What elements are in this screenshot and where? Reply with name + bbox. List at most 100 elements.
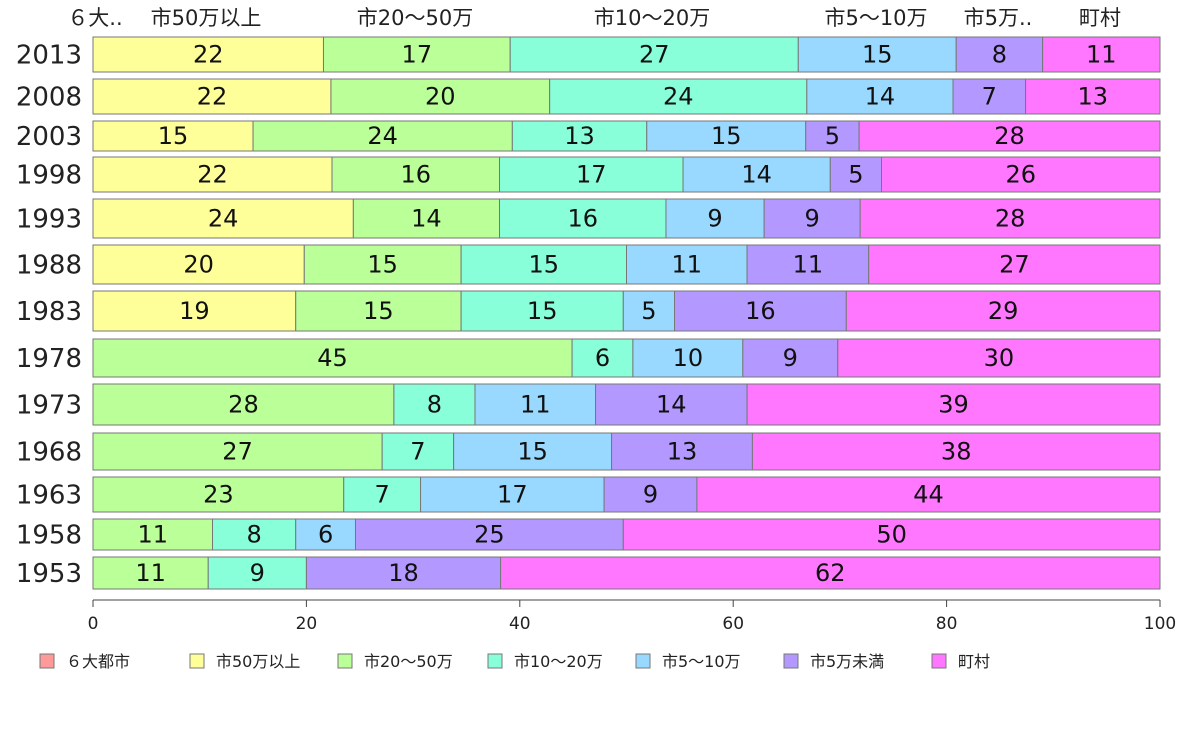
bar-value-label: 45 bbox=[317, 344, 348, 372]
top-series-label: 市5万.. bbox=[964, 6, 1033, 30]
bar-segment bbox=[751, 432, 1161, 471]
bar-value-label: 15 bbox=[367, 251, 398, 279]
bar-segment bbox=[207, 556, 307, 590]
bar-segment bbox=[460, 290, 624, 332]
bar-value-label: 27 bbox=[999, 251, 1030, 279]
bar-value-label: 24 bbox=[208, 205, 239, 233]
bar-value-label: 11 bbox=[137, 521, 168, 549]
bar-segment bbox=[955, 36, 1044, 73]
bar-value-label: 11 bbox=[1086, 41, 1117, 69]
bar-segment bbox=[837, 338, 1161, 378]
bar-value-label: 14 bbox=[741, 161, 772, 189]
bar-segment bbox=[499, 198, 667, 239]
bar-segment bbox=[500, 556, 1161, 590]
bar-value-label: 16 bbox=[745, 297, 776, 325]
bar-segment bbox=[626, 244, 748, 285]
bar-value-label: 6 bbox=[595, 344, 610, 372]
bar-value-label: 28 bbox=[228, 391, 259, 419]
bar-value-label: 20 bbox=[425, 83, 456, 111]
bar-value-label: 13 bbox=[667, 438, 698, 466]
bar-segment bbox=[829, 156, 883, 193]
bar-segment bbox=[622, 290, 676, 332]
bar-segment bbox=[92, 432, 383, 471]
bar-value-label: 9 bbox=[250, 559, 265, 587]
x-tick-label: 60 bbox=[722, 614, 744, 634]
bar-value-label: 26 bbox=[1005, 161, 1036, 189]
legend-swatch bbox=[635, 653, 651, 669]
bar-segment bbox=[509, 36, 799, 73]
bar-value-label: 38 bbox=[941, 438, 972, 466]
bar-value-label: 20 bbox=[183, 251, 214, 279]
x-tick-label: 100 bbox=[1144, 614, 1176, 634]
legend-label: 市5万未満 bbox=[810, 652, 884, 671]
bar-segment bbox=[1042, 36, 1161, 73]
bar-value-label: 27 bbox=[639, 41, 670, 69]
x-tick-label: 40 bbox=[509, 614, 531, 634]
legend-label: 市10～20万 bbox=[514, 652, 603, 671]
bar-value-label: 9 bbox=[643, 481, 658, 509]
bar-value-label: 5 bbox=[825, 122, 840, 150]
bar-value-label: 44 bbox=[913, 481, 944, 509]
bar-segment bbox=[763, 198, 861, 239]
bar-value-label: 7 bbox=[410, 438, 425, 466]
bar-value-label: 11 bbox=[135, 559, 166, 587]
bar-value-label: 8 bbox=[427, 391, 442, 419]
bar-segment bbox=[453, 432, 613, 471]
bar-value-label: 14 bbox=[656, 391, 687, 419]
bar-value-label: 16 bbox=[567, 205, 598, 233]
bar-segment bbox=[322, 36, 511, 73]
bar-segment bbox=[805, 120, 860, 152]
x-tick-label: 0 bbox=[88, 614, 99, 634]
bar-value-label: 16 bbox=[400, 161, 431, 189]
bar-value-label: 17 bbox=[576, 161, 607, 189]
bar-value-label: 11 bbox=[672, 251, 703, 279]
bar-value-label: 11 bbox=[520, 391, 551, 419]
year-label: 1993 bbox=[16, 205, 82, 235]
bar-value-label: 15 bbox=[529, 251, 560, 279]
legend-label: 町村 bbox=[958, 652, 990, 671]
year-label: 1963 bbox=[16, 481, 82, 511]
bar-segment bbox=[330, 78, 551, 115]
bar-segment bbox=[595, 383, 748, 426]
bar-segment bbox=[603, 476, 698, 513]
bar-segment bbox=[92, 556, 209, 590]
bar-segment bbox=[212, 518, 297, 551]
bar-value-label: 9 bbox=[707, 205, 722, 233]
bar-value-label: 17 bbox=[402, 41, 433, 69]
bar-value-label: 30 bbox=[984, 344, 1015, 372]
bar-segment bbox=[92, 338, 573, 378]
year-label: 1958 bbox=[16, 521, 82, 551]
bar-value-label: 14 bbox=[411, 205, 442, 233]
bar-segment bbox=[499, 156, 684, 193]
bar-value-label: 8 bbox=[246, 521, 261, 549]
bar-value-label: 15 bbox=[363, 297, 394, 325]
legend-label: 市50万以上 bbox=[216, 652, 300, 671]
bar-value-label: 6 bbox=[318, 521, 333, 549]
bar-segment bbox=[354, 518, 624, 551]
bar-value-label: 15 bbox=[862, 41, 893, 69]
year-label: 2003 bbox=[16, 122, 82, 152]
year-label: 1978 bbox=[16, 344, 82, 374]
year-label: 1998 bbox=[16, 161, 82, 191]
bar-value-label: 19 bbox=[179, 297, 210, 325]
bar-value-label: 50 bbox=[876, 521, 907, 549]
year-label: 1968 bbox=[16, 438, 82, 468]
year-label: 1973 bbox=[16, 391, 82, 421]
bar-segment bbox=[746, 383, 1161, 426]
bar-value-label: 15 bbox=[711, 122, 742, 150]
bar-value-label: 5 bbox=[848, 161, 863, 189]
bar-segment bbox=[611, 432, 753, 471]
bar-value-label: 29 bbox=[988, 297, 1019, 325]
bar-segment bbox=[549, 78, 808, 115]
top-series-label: 町村 bbox=[1079, 6, 1121, 30]
bar-value-label: 22 bbox=[197, 83, 228, 111]
top-series-label: 市50万以上 bbox=[151, 6, 262, 30]
bar-value-label: 17 bbox=[497, 481, 528, 509]
bar-segment bbox=[92, 383, 395, 426]
bar-segment bbox=[420, 476, 605, 513]
bar-value-label: 18 bbox=[388, 559, 419, 587]
bar-value-label: 10 bbox=[673, 344, 704, 372]
legend-swatch bbox=[783, 653, 799, 669]
